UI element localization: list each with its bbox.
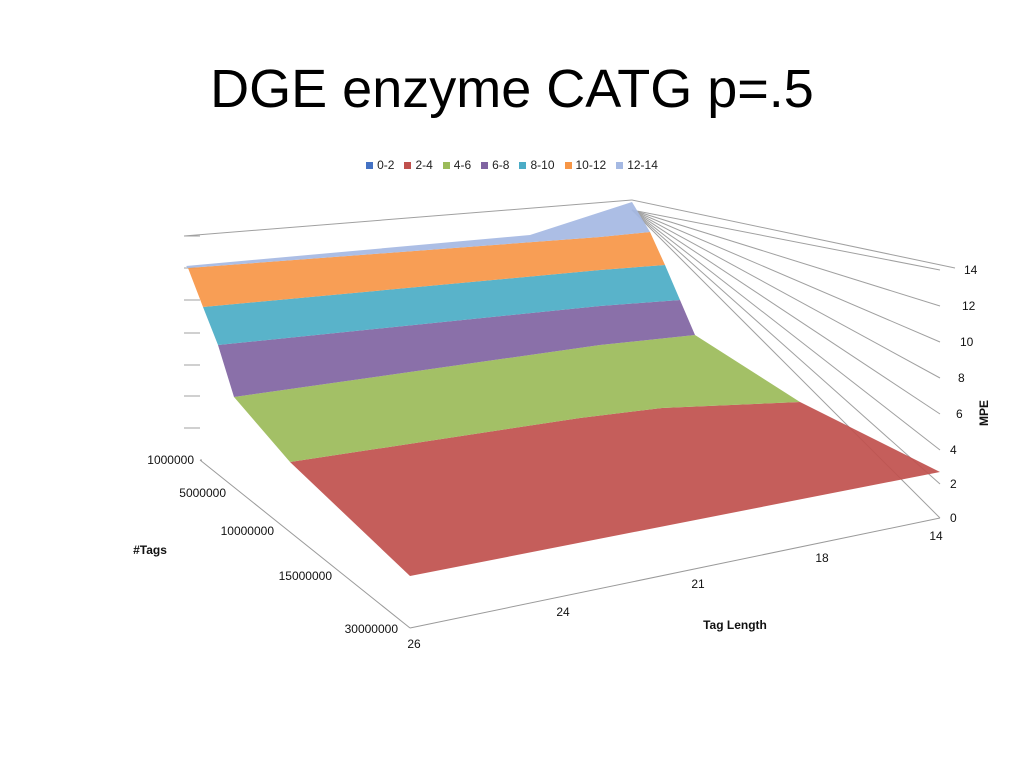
back-right-edge xyxy=(631,199,956,269)
chart-walls xyxy=(183,199,956,629)
legend-label: 0-2 xyxy=(377,158,395,172)
z-tick-label: 6 xyxy=(956,407,963,421)
legend-label: 2-4 xyxy=(415,158,433,172)
surface-band-2-4 xyxy=(290,402,940,576)
surface-band-6-8 xyxy=(218,300,695,397)
surface-bands xyxy=(186,202,940,576)
floor-edge xyxy=(199,459,411,629)
legend-swatch xyxy=(404,161,412,169)
back-top-edge xyxy=(183,199,633,237)
slide-title: DGE enzyme CATG p=.5 xyxy=(210,59,814,119)
z-tick-label: 10 xyxy=(960,335,974,349)
y-tick-label: 1000000 xyxy=(147,453,194,467)
right-gridline xyxy=(631,209,941,343)
legend-item-12-14: 12-14 xyxy=(616,158,658,172)
legend-label: 10-12 xyxy=(575,158,607,172)
z-tick-label: 2 xyxy=(950,477,957,491)
z-tick-label: 0 xyxy=(950,511,957,525)
legend-swatch xyxy=(564,161,572,169)
z-tick-label: 8 xyxy=(958,371,965,385)
axis-labels: 1418212426100000050000001000000015000000… xyxy=(133,263,991,651)
z-axis-title: MPE xyxy=(977,400,991,426)
right-gridline xyxy=(631,209,941,451)
x-tick-label: 21 xyxy=(691,577,705,591)
chart-legend: 0-2 2-4 4-6 6-8 8-10 10-12 12-14 xyxy=(0,158,1024,172)
legend-swatch xyxy=(366,161,374,169)
y-axis-title: #Tags xyxy=(133,543,167,557)
y-tick-label: 15000000 xyxy=(279,569,333,583)
right-gridline xyxy=(631,209,941,415)
legend-swatch xyxy=(442,161,450,169)
legend-label: 4-6 xyxy=(453,158,472,172)
legend-item-6-8: 6-8 xyxy=(481,158,509,172)
legend-swatch xyxy=(519,161,527,169)
z-tick-label: 4 xyxy=(950,443,957,457)
legend-item-0-2: 0-2 xyxy=(366,158,394,172)
surface-band-4-6 xyxy=(234,335,800,462)
floor-edge xyxy=(409,517,941,629)
surface-band-10-12 xyxy=(188,232,665,307)
right-gridline xyxy=(631,209,941,485)
y-tick-label: 5000000 xyxy=(179,486,226,500)
z-tick-label: 14 xyxy=(964,263,978,277)
legend-item-4-6: 4-6 xyxy=(442,158,472,172)
legend-label: 12-14 xyxy=(627,158,658,172)
y-tick-label: 30000000 xyxy=(345,622,399,636)
right-gridline xyxy=(631,209,941,307)
right-gridline xyxy=(631,209,941,379)
legend-item-2-4: 2-4 xyxy=(404,158,433,172)
x-tick-label: 24 xyxy=(556,605,570,619)
legend-item-10-12: 10-12 xyxy=(564,158,607,172)
right-gridline xyxy=(631,209,941,271)
legend-swatch xyxy=(616,161,624,169)
legend-label: 6-8 xyxy=(492,158,510,172)
x-tick-label: 18 xyxy=(815,551,829,565)
surface-band-12-14 xyxy=(186,202,650,268)
legend-label: 8-10 xyxy=(530,158,555,172)
x-tick-label: 14 xyxy=(929,529,943,543)
x-tick-label: 26 xyxy=(407,637,421,651)
z-tick-label: 12 xyxy=(962,299,976,313)
y-tick-label: 10000000 xyxy=(221,524,275,538)
legend-swatch xyxy=(481,161,489,169)
surface-band-8-10 xyxy=(203,265,680,345)
legend-item-8-10: 8-10 xyxy=(519,158,555,172)
x-axis-title: Tag Length xyxy=(703,618,767,632)
